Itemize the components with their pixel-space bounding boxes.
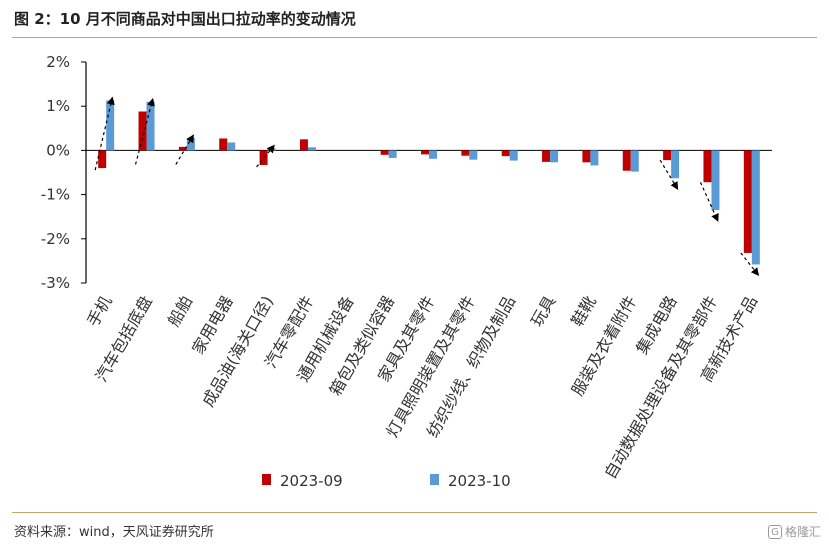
title-divider <box>12 37 817 38</box>
y-tick-label: -2% <box>41 230 70 248</box>
change-arrow <box>134 97 155 165</box>
bar-2023-10 <box>227 142 236 151</box>
bar-2023-10 <box>106 100 115 151</box>
bar-2023-09 <box>98 150 107 169</box>
category-label: 船舶 <box>164 293 196 330</box>
y-tick-label: 2% <box>46 53 70 71</box>
watermark-logo-icon: G <box>767 524 782 539</box>
y-tick-label: 1% <box>46 97 70 115</box>
bar-2023-09 <box>501 150 510 157</box>
bar-2023-09 <box>461 150 470 156</box>
legend-label: 2023-09 <box>280 472 343 490</box>
y-axis: 2% 1% 0% -1% -2% -3% <box>41 53 772 292</box>
bar-2023-10 <box>590 150 599 166</box>
bar-2023-09 <box>138 111 147 151</box>
bar-2023-10 <box>267 148 276 151</box>
legend: 2023-09 2023-10 <box>262 472 511 490</box>
legend-swatch <box>430 474 439 485</box>
bar-2023-09 <box>703 150 712 183</box>
bar-2023-09 <box>421 150 429 155</box>
figure-title: 图 2：10 月不同商品对中国出口拉动率的变动情况 <box>14 10 356 28</box>
bar-2023-10 <box>429 150 437 159</box>
footer-divider <box>12 512 817 513</box>
bar-2023-09 <box>178 146 187 151</box>
bar-2023-09 <box>622 150 631 171</box>
bar-2023-09 <box>743 150 752 253</box>
change-arrow <box>256 144 275 168</box>
bar-2023-10 <box>751 150 760 265</box>
bar-2023-09 <box>219 138 228 151</box>
bar-2023-09 <box>663 150 672 161</box>
category-label: 手机 <box>83 293 115 330</box>
change-arrow <box>94 96 115 171</box>
watermark: G 格隆汇 <box>767 523 821 540</box>
bar-2023-09 <box>380 150 389 155</box>
bar-2023-10 <box>509 150 518 161</box>
bar-2023-10 <box>146 101 155 151</box>
y-tick-label: -3% <box>41 274 70 292</box>
y-tick-label: -1% <box>41 186 70 204</box>
watermark-text: 格隆汇 <box>784 525 821 539</box>
bar-2023-09 <box>259 150 268 165</box>
bar-2023-10 <box>671 150 680 179</box>
bar-2023-10 <box>711 150 720 211</box>
source-note: 资料来源：wind，天风证券研究所 <box>14 525 214 540</box>
change-arrow <box>740 252 760 277</box>
bar-2023-10 <box>469 150 478 160</box>
bars-group <box>98 100 760 265</box>
change-arrows-group <box>94 96 760 277</box>
bar-2023-10 <box>388 150 397 158</box>
bar-2023-09 <box>542 150 551 162</box>
bar-2023-10 <box>630 150 639 172</box>
bar-2023-10 <box>186 138 195 151</box>
legend-label: 2023-10 <box>448 472 511 490</box>
category-label: 玩具 <box>527 293 559 330</box>
category-label: 鞋靴 <box>567 293 599 330</box>
bar-2023-10 <box>307 147 316 151</box>
bar-2023-10 <box>550 150 559 163</box>
legend-swatch <box>262 474 271 485</box>
bar-2023-09 <box>299 139 308 151</box>
bar-2023-09 <box>582 150 591 163</box>
y-tick-label: 0% <box>46 141 70 159</box>
change-arrow <box>699 181 719 222</box>
